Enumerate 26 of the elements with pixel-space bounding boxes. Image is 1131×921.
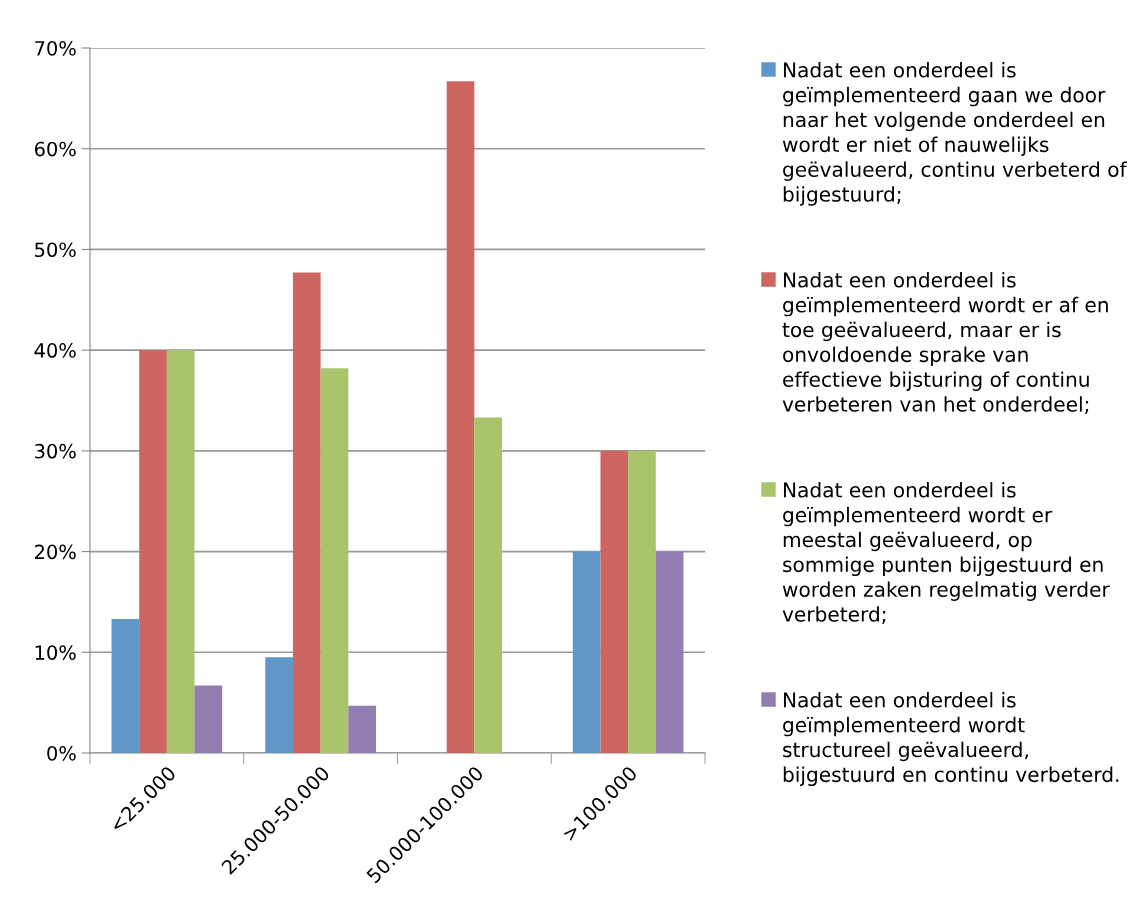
bar [628,450,656,753]
legend-label: Nadat een onderdeel is geïmplementeerd wordt er meestal geëvalueerd, op sommige punten bijgestuurd en worden zaken regelmatig verder verbeterd; [782,482,1110,624]
bar [474,417,503,753]
bar [655,551,684,753]
bar [139,350,167,753]
bar [600,450,629,753]
legend-label: Nadat een onderdeel is geïmplementeerd gaan we door naar het volgende onderdeel en wordt er niet of nauwelijks geëvalueerd, continu verbeterd of bijgestuurd; [782,62,1128,206]
bar [446,81,475,753]
bar [572,551,601,753]
bar [194,685,223,753]
bar [292,272,321,753]
y-tick-label: 30% [35,443,76,459]
bar [166,350,195,753]
y-tick-label: 70% [35,40,76,56]
bar [348,705,376,753]
legend-label: Nadat een onderdeel is geïmplementeerd wordt er af en toe geëvalueerd, maar er is onvoldoende sprake van effectieve bijsturing of continu verbeteren van het onderdeel; [782,272,1108,414]
bar [111,619,140,753]
bar [265,657,293,753]
y-tick-label: 0% [47,745,76,761]
y-tick-label: 50% [35,242,76,258]
y-tick-label: 20% [35,544,76,560]
legend-label: Nadat een onderdeel is geïmplementeerd wordt structureel geëvalueerd, bijgestuurd en continu verbeterd. [783,692,1119,787]
y-tick-label: 10% [35,645,76,660]
y-tick-label: 60% [34,141,76,157]
bar [320,368,349,753]
y-tick-label: 40% [34,343,76,358]
